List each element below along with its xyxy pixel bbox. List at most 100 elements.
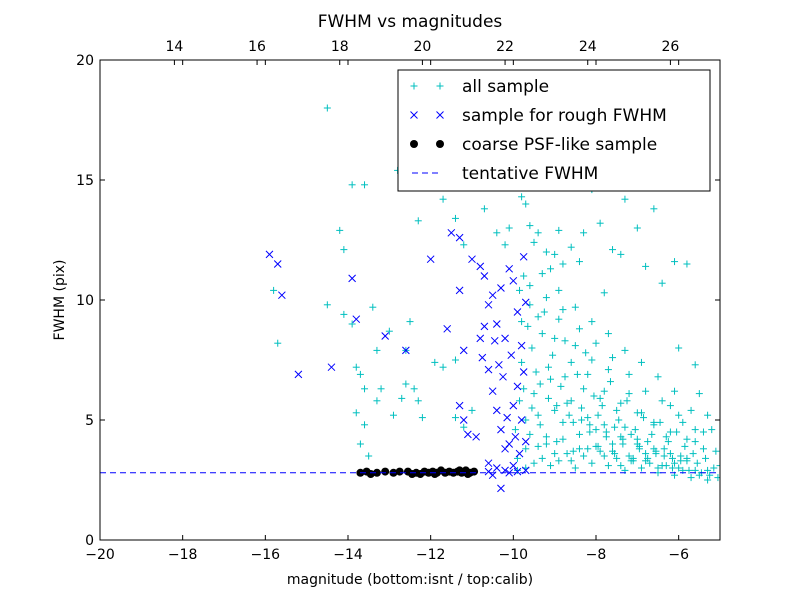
bottom-x-axis: −20 −18 −16 −14 −12 −10 −8 −6 xyxy=(85,60,689,563)
data-point xyxy=(352,363,360,371)
data-point xyxy=(613,406,621,414)
data-point xyxy=(460,423,468,431)
data-point xyxy=(534,313,542,321)
data-point xyxy=(633,224,641,232)
x-tick-label: −18 xyxy=(168,547,198,563)
data-point xyxy=(278,291,286,300)
data-point xyxy=(385,327,393,335)
data-point xyxy=(575,325,583,333)
data-point xyxy=(580,452,588,460)
data-point xyxy=(431,358,439,366)
data-point xyxy=(629,457,637,465)
data-point xyxy=(534,229,542,237)
data-point xyxy=(631,426,639,434)
data-point xyxy=(561,337,569,345)
data-point xyxy=(637,358,645,366)
data-point xyxy=(534,411,542,419)
data-point xyxy=(513,466,521,474)
data-point xyxy=(348,181,356,189)
data-point xyxy=(505,264,514,273)
data-point xyxy=(270,286,278,294)
data-point xyxy=(584,414,592,422)
data-point xyxy=(702,454,710,462)
data-point xyxy=(443,324,452,333)
data-point xyxy=(633,409,641,417)
data-point xyxy=(679,418,687,426)
data-point xyxy=(323,104,331,112)
data-point xyxy=(561,373,569,381)
data-point xyxy=(588,318,596,326)
data-point xyxy=(518,358,526,366)
data-point xyxy=(530,390,538,398)
data-point xyxy=(588,459,596,467)
data-point xyxy=(575,445,583,453)
data-point xyxy=(542,433,550,441)
data-point xyxy=(356,440,364,448)
data-point xyxy=(551,250,559,258)
top-x-tick-label: 24 xyxy=(579,39,597,55)
data-point xyxy=(699,428,707,436)
data-point xyxy=(369,303,377,311)
top-x-axis: 14 16 18 20 22 24 26 xyxy=(165,39,679,65)
data-point xyxy=(646,459,654,467)
data-point xyxy=(528,344,536,352)
data-point xyxy=(273,260,282,268)
data-point xyxy=(567,457,575,465)
data-point xyxy=(617,462,625,470)
legend-label: tentative FWHM xyxy=(462,164,598,184)
data-point xyxy=(536,380,544,388)
data-point xyxy=(606,378,614,386)
data-point xyxy=(544,394,552,402)
data-point xyxy=(578,404,586,412)
data-point xyxy=(406,318,414,326)
data-point xyxy=(468,255,476,264)
data-point xyxy=(521,437,530,446)
data-point xyxy=(509,401,518,410)
x-axis-title: magnitude (bottom:isnt / top:calib) xyxy=(287,572,533,588)
data-point xyxy=(361,385,369,393)
data-point xyxy=(365,452,373,460)
x-tick-label: −14 xyxy=(333,547,363,563)
x-tick-label: −6 xyxy=(668,547,689,563)
data-point xyxy=(372,468,381,477)
x-tick-label: −20 xyxy=(85,547,115,563)
series-rough-fwhm-sample xyxy=(265,228,530,493)
data-point xyxy=(499,372,507,381)
data-point xyxy=(542,440,550,448)
data-point xyxy=(580,385,588,393)
data-point xyxy=(569,447,577,455)
data-point xyxy=(712,447,720,455)
data-point xyxy=(509,461,518,470)
data-point xyxy=(693,459,701,467)
data-point xyxy=(666,428,674,436)
data-point xyxy=(551,334,559,342)
data-point xyxy=(526,222,534,230)
data-point xyxy=(596,447,604,455)
data-point xyxy=(497,484,505,493)
legend-item: all sample xyxy=(410,77,549,97)
data-point xyxy=(451,414,459,422)
data-point xyxy=(637,464,645,472)
legend-item: tentative FWHM xyxy=(412,164,598,184)
data-point xyxy=(361,421,369,429)
data-point xyxy=(480,322,489,331)
data-point xyxy=(522,416,530,424)
data-point xyxy=(536,421,544,429)
data-point xyxy=(505,468,514,477)
data-point xyxy=(492,320,501,328)
data-point xyxy=(664,438,672,446)
data-point xyxy=(480,272,489,280)
data-point xyxy=(642,450,650,458)
data-point xyxy=(439,363,447,371)
data-point xyxy=(652,450,660,458)
data-point xyxy=(563,399,571,407)
legend-marker xyxy=(436,111,444,119)
data-point xyxy=(691,438,699,446)
data-point xyxy=(497,425,505,434)
series-coarse-psf-sample xyxy=(356,466,479,478)
data-point xyxy=(265,250,274,259)
data-point xyxy=(542,248,550,256)
top-x-tick-label: 14 xyxy=(165,39,183,55)
data-point xyxy=(563,450,571,458)
data-point xyxy=(547,265,555,273)
